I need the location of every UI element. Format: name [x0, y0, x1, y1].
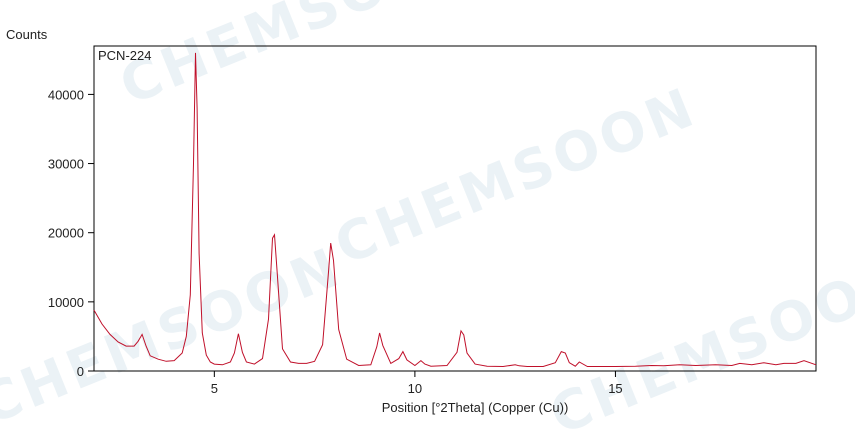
series-line-pcn-224 [93, 52, 817, 368]
y-tick-label-3: 30000 [48, 157, 84, 172]
watermark-3: CHEMSOON [0, 235, 350, 432]
x-tick-label-2: 15 [608, 381, 622, 396]
x-tick-label-1: 10 [408, 381, 422, 396]
y-axis-label: Counts [6, 27, 48, 42]
plot-frame [93, 45, 817, 372]
x-tick-label-0: 5 [211, 381, 218, 396]
watermark-1: CHEMSOON [111, 0, 490, 117]
axis-ticks: 5 10 15 0 10000 20000 30000 40000 [48, 87, 623, 396]
y-tick-label-1: 10000 [48, 295, 84, 310]
y-tick-label-0: 0 [77, 364, 84, 379]
watermark-4: CHEMSOON [541, 245, 855, 432]
legend-label: PCN-224 [98, 48, 151, 63]
watermark-2: CHEMSOON [326, 75, 705, 277]
y-tick-label-2: 20000 [48, 226, 84, 241]
x-axis-label: Position [°2Theta] (Copper (Cu)) [382, 400, 569, 415]
y-tick-label-4: 40000 [48, 87, 84, 102]
